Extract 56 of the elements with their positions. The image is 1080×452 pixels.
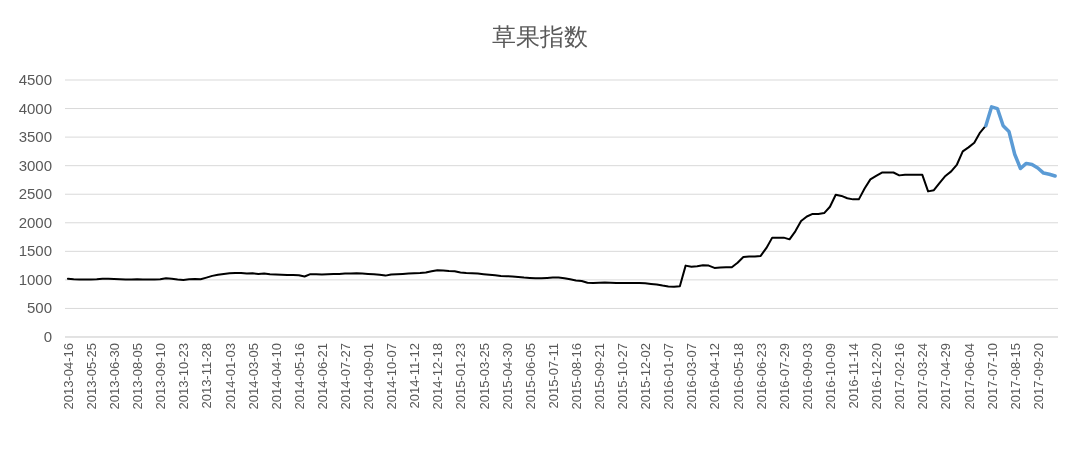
x-tick-label: 2016-05-18: [730, 343, 746, 410]
x-tick-label: 2014-01-03: [222, 343, 238, 410]
x-tick-label: 2015-01-23: [453, 343, 469, 410]
x-tick-label: 2013-05-25: [83, 343, 99, 410]
y-tick-label: 2500: [18, 185, 52, 203]
x-tick-label: 2014-09-01: [361, 343, 377, 410]
x-tick-label: 2016-04-12: [707, 343, 723, 410]
x-tick-label: 2017-09-20: [1030, 343, 1046, 410]
x-tick-label: 2015-10-27: [615, 343, 631, 410]
x-tick-label: 2016-01-07: [661, 343, 677, 410]
x-tick-label: 2017-08-15: [1007, 343, 1023, 410]
x-tick-label: 2016-07-29: [776, 343, 792, 410]
x-tick-label: 2016-12-20: [869, 343, 885, 410]
x-tick-label: 2017-04-29: [938, 343, 954, 410]
x-tick-label: 2016-10-09: [822, 343, 838, 410]
y-tick-label: 3500: [18, 128, 52, 146]
x-tick-label: 2015-09-21: [592, 343, 608, 410]
y-tick-label: 0: [43, 328, 52, 345]
x-tick-label: 2016-11-14: [846, 343, 862, 409]
x-tick-label: 2017-06-04: [961, 343, 977, 410]
x-tick-label: 2014-03-05: [245, 343, 261, 410]
x-tick-label: 2014-07-27: [338, 343, 353, 410]
x-tick-label: 2015-12-02: [638, 343, 654, 410]
x-tick-label: 2015-06-05: [522, 343, 538, 410]
x-tick-label: 2013-11-28: [199, 343, 215, 409]
x-tick-label: 2013-09-10: [153, 343, 169, 410]
x-tick-label: 2017-07-10: [984, 343, 1000, 410]
x-tick-label: 2014-04-10: [268, 343, 284, 410]
chart-title: 草果指数: [492, 23, 588, 50]
y-tick-label: 1000: [18, 270, 52, 288]
x-tick-label: 2016-09-03: [799, 343, 815, 410]
x-tick-label: 2013-04-16: [60, 343, 76, 410]
x-tick-label: 2016-06-23: [753, 343, 769, 410]
x-tick-label: 2015-07-11: [545, 343, 561, 409]
x-tick-label: 2014-05-16: [291, 343, 307, 410]
x-tick-label: 2014-10-07: [384, 343, 400, 410]
line-series: [66, 124, 987, 288]
line-series: [984, 105, 1057, 178]
y-tick-label: 4500: [18, 71, 52, 88]
x-tick-label: 2014-11-12: [407, 343, 423, 409]
y-tick-label: 1500: [18, 242, 52, 260]
y-tick-label: 4000: [18, 99, 52, 117]
x-tick-label: 2013-08-05: [130, 343, 146, 410]
y-tick-label: 2000: [18, 213, 52, 231]
x-tick-label: 2015-08-16: [568, 343, 584, 410]
y-tick-label: 500: [26, 299, 52, 317]
x-tick-label: 2017-03-24: [915, 343, 931, 410]
x-tick-label: 2013-10-23: [176, 343, 192, 410]
y-tick-label: 3000: [18, 156, 52, 174]
x-tick-label: 2014-12-18: [430, 343, 446, 410]
x-tick-label: 2013-06-30: [107, 343, 123, 410]
x-tick-label: 2016-03-07: [684, 343, 700, 410]
x-tick-label: 2015-04-30: [499, 343, 515, 410]
x-tick-label: 2014-06-21: [314, 343, 330, 410]
x-tick-label: 2017-02-16: [892, 343, 908, 410]
x-tick-label: 2015-03-25: [476, 343, 492, 410]
